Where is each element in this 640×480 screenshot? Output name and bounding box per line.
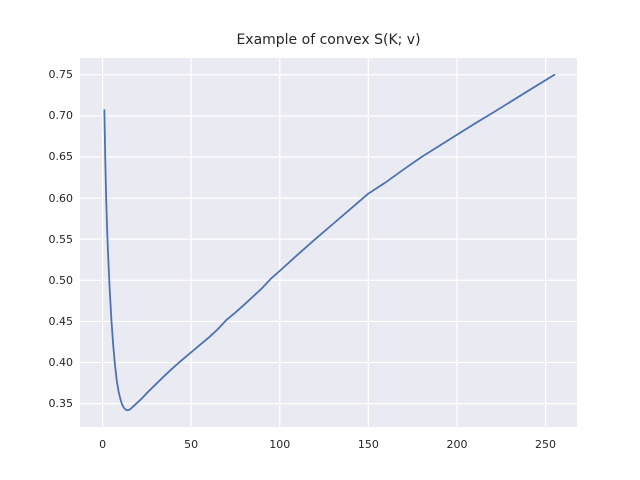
y-tick-label-0.75: 0.75: [48, 68, 74, 82]
x-tick-label-250: 250: [535, 438, 557, 451]
x-tick-label-100: 100: [269, 438, 291, 451]
x-tick-label-0: 0: [99, 438, 107, 451]
y-tick-label-0.60: 0.60: [48, 191, 74, 205]
y-tick-label-0.65: 0.65: [48, 150, 74, 164]
chart-title: Example of convex S(K; v): [236, 32, 421, 48]
x-tick-label-150: 150: [357, 438, 379, 451]
x-tick-label-200: 200: [446, 438, 468, 451]
plot-area: [80, 58, 577, 427]
y-tick-label-0.45: 0.45: [48, 314, 74, 328]
y-tick-label-0.35: 0.35: [48, 397, 74, 411]
y-tick-label-0.55: 0.55: [48, 232, 74, 246]
y-tick-label-0.40: 0.40: [48, 356, 74, 370]
series-line: [103, 73, 556, 412]
plot-canvas: [80, 58, 577, 427]
x-tick-label-50: 50: [184, 438, 199, 451]
y-tick-label-0.50: 0.50: [48, 273, 74, 287]
y-tick-label-0.70: 0.70: [48, 109, 74, 123]
